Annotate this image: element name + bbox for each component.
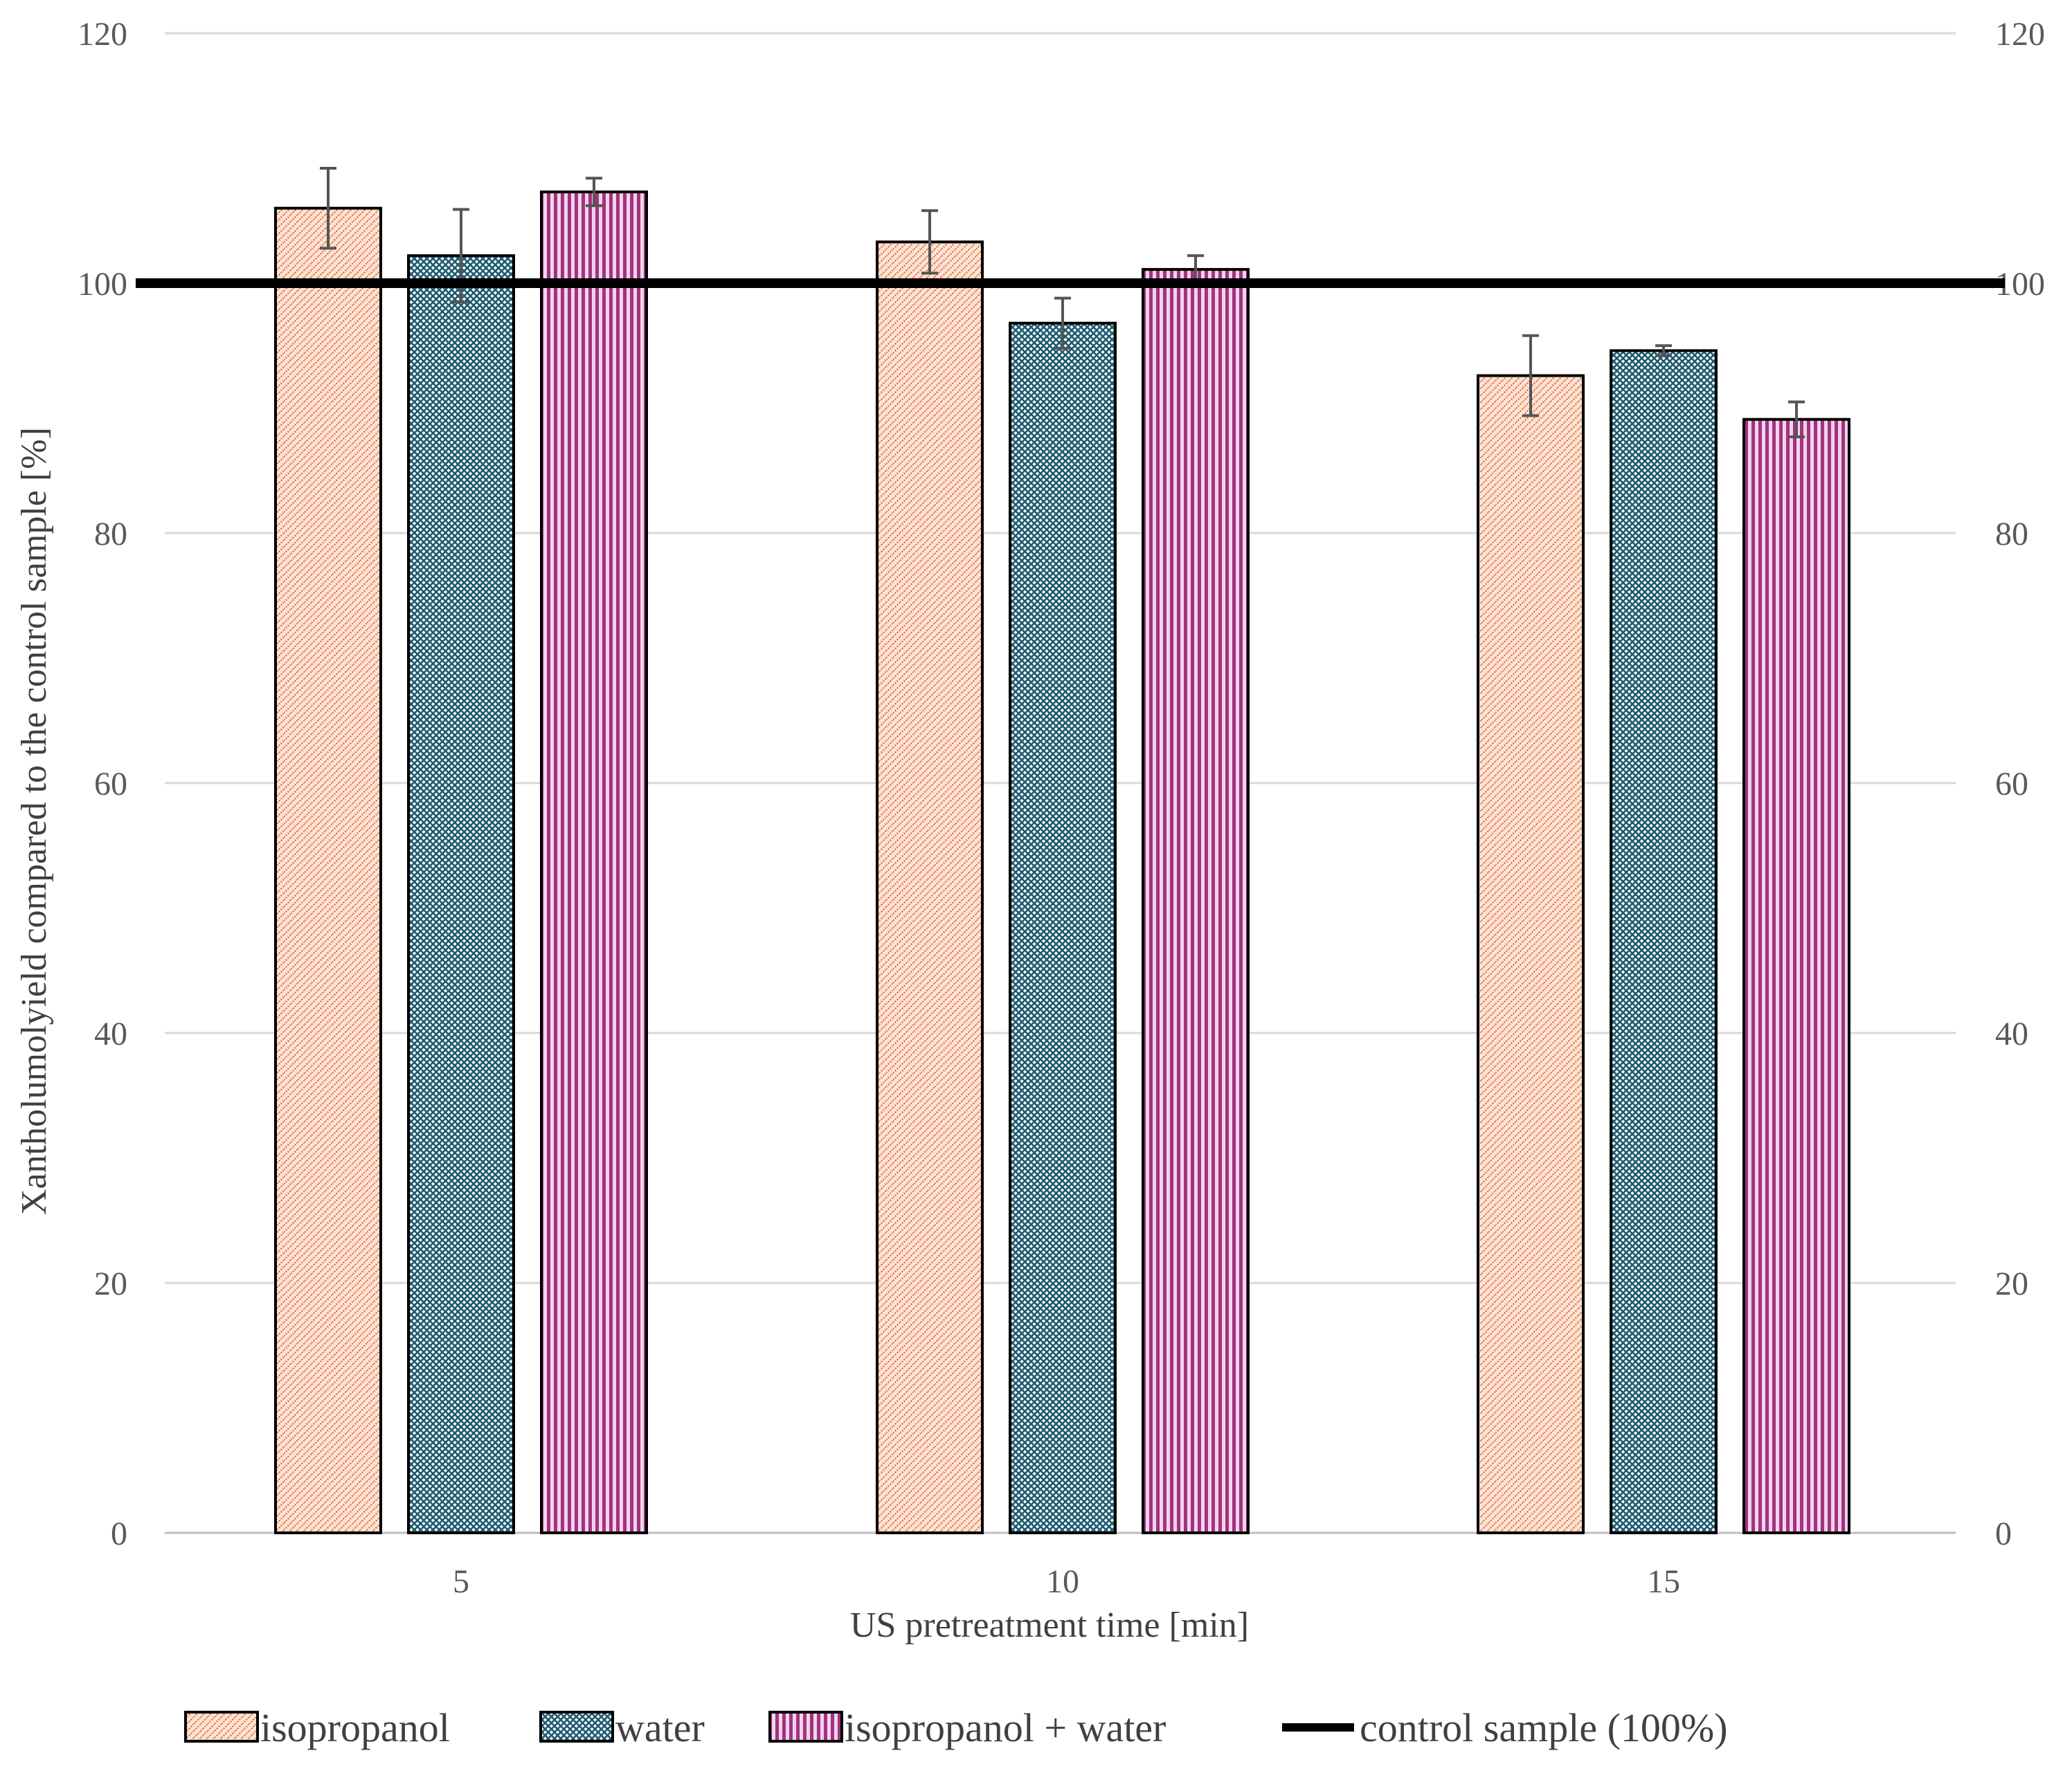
y-tick-label-right: 120 [1995, 16, 2045, 53]
x-axis: 5 10 15 [453, 1563, 1680, 1600]
y-tick-label-left: 20 [94, 1266, 127, 1302]
bar-isopropanol-water-5 [540, 190, 648, 1534]
y-axis-left: 0 20 40 60 80 100 120 [78, 16, 127, 1552]
y-tick-label-right: 20 [1995, 1266, 2028, 1302]
bar-isopropanol-15 [1477, 374, 1585, 1535]
legend-swatch [184, 1711, 259, 1743]
y-tick-label-left: 0 [111, 1516, 127, 1552]
bar-water-5 [407, 254, 515, 1534]
x-tick-label: 5 [453, 1563, 469, 1600]
y-tick-label-left: 40 [94, 1016, 127, 1052]
legend-label: control sample (100%) [1360, 1705, 1728, 1750]
legend-label: isopropanol [260, 1705, 450, 1750]
bar-water-15 [1610, 349, 1718, 1535]
x-axis-title: US pretreatment time [min] [850, 1606, 1249, 1645]
x-tick-label: 15 [1647, 1563, 1680, 1600]
bar-isopropanol-5 [274, 206, 382, 1535]
y-tick-label-left: 80 [94, 516, 127, 552]
bar-isopropanol-water-15 [1742, 417, 1850, 1534]
legend-swatch [539, 1711, 614, 1743]
legend-label: isopropanol + water [845, 1705, 1166, 1750]
x-tick-label: 10 [1046, 1563, 1079, 1600]
legend-swatch [768, 1711, 843, 1743]
y-axis-title: Xantholumolyield compared to the control… [15, 427, 54, 1215]
legend-label: water [615, 1705, 705, 1750]
bar-isopropanol-water-10 [1142, 268, 1250, 1534]
bar-water-10 [1009, 321, 1117, 1534]
y-tick-label-right: 60 [1995, 766, 2028, 802]
bars [274, 190, 1850, 1535]
y-tick-label-left: 60 [94, 766, 127, 802]
y-tick-label-right: 40 [1995, 1016, 2028, 1052]
y-tick-label-left: 100 [78, 266, 127, 303]
y-tick-label-left: 120 [78, 16, 127, 53]
bar-isopropanol-10 [876, 240, 984, 1534]
y-tick-label-right: 0 [1995, 1516, 2012, 1552]
legend: isopropanol water isopropanol + water contr… [184, 1705, 1728, 1750]
error-bars [320, 166, 1805, 439]
y-tick-label-right: 80 [1995, 516, 2028, 552]
